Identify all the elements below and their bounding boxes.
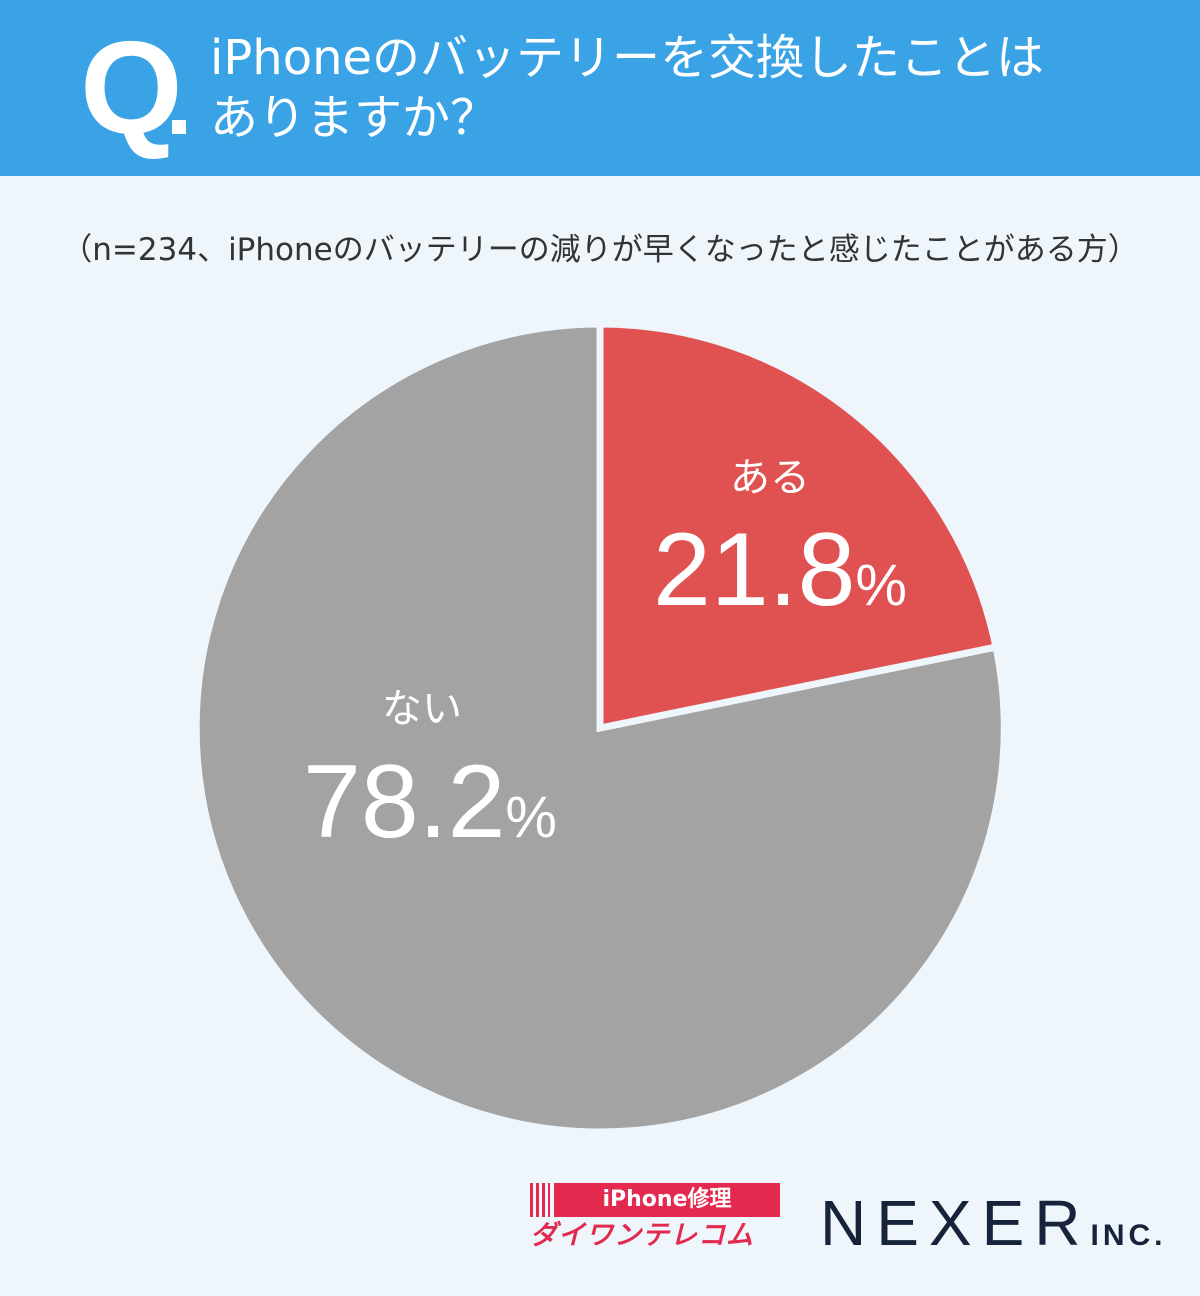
logo-daiwan-bottom: ダイワンテレコム: [530, 1220, 754, 1251]
q-mark: Q: [80, 14, 183, 161]
question-title-line1: iPhoneのバッテリーを交換したことは: [210, 30, 1045, 86]
q-dot: [172, 120, 186, 134]
slice-value-no: 78.2%: [303, 744, 557, 860]
sample-note: （n=234、iPhoneのバッテリーの減りが早くなったと感じたことがある方）: [61, 232, 1139, 268]
question-title: iPhoneのバッテリーを交換したことは ありますか？: [210, 28, 1170, 148]
daiwan-telecom-logo: iPhone修理 ダイワンテレコム: [530, 1183, 780, 1253]
slice-label-yes: ある: [730, 455, 810, 501]
question-header: Q iPhoneのバッテリーを交換したことは ありますか？: [0, 0, 1200, 176]
logo-daiwan-top: iPhone修理: [554, 1183, 780, 1217]
nexer-wordmark: NEXER: [820, 1187, 1091, 1259]
slice-label-no: ない: [382, 686, 462, 732]
nexer-inc: INC.: [1090, 1219, 1167, 1252]
slice-value-yes: 21.8%: [653, 512, 907, 628]
pie-slice-yes: [596, 320, 1001, 733]
logo-bars: [530, 1183, 550, 1217]
question-title-line2: ありますか？: [210, 90, 499, 146]
nexer-logo: NEXERINC.: [820, 1190, 1167, 1269]
